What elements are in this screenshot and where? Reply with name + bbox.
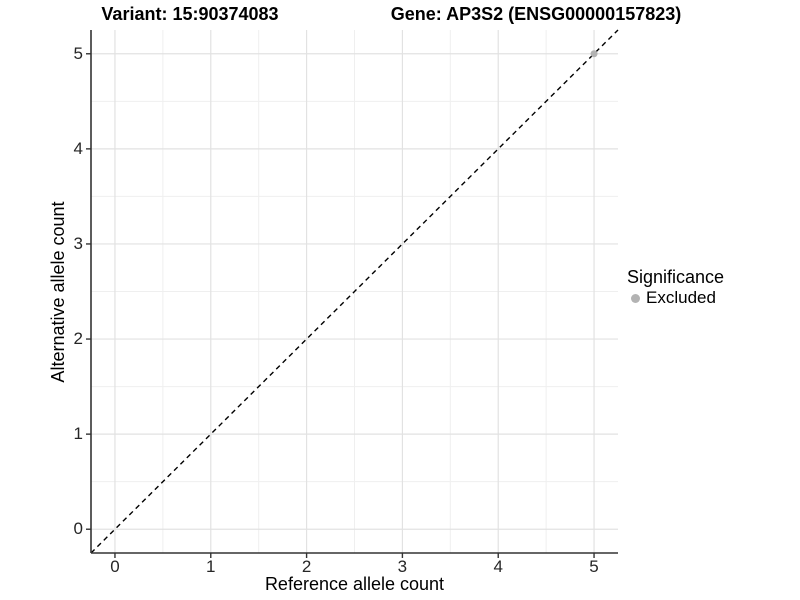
data-point-excluded	[590, 50, 598, 58]
legend-item-label: Excluded	[646, 288, 716, 307]
x-tick-label-5: 5	[589, 557, 599, 576]
x-tick-label-1: 1	[206, 557, 216, 576]
y-tick-label-2: 2	[73, 329, 83, 349]
identity-dashed-line	[90, 29, 619, 554]
y-axis-title: Alternative allele count	[48, 201, 68, 383]
x-tick-label-4: 4	[493, 557, 503, 576]
x-tick-label-2: 2	[301, 557, 312, 576]
y-tick-label-5: 5	[73, 43, 83, 63]
x-tick-label-0: 0	[110, 557, 120, 576]
x-tick-label-3: 3	[397, 557, 408, 576]
plot-title-gene: Gene: AP3S2 (ENSG00000157823)	[390, 4, 682, 24]
y-tick-label-3: 3	[73, 233, 83, 253]
x-axis-title: Reference allele count	[264, 574, 445, 594]
legend-marker-circle-icon	[631, 293, 640, 303]
legend: Significance Excluded	[627, 267, 724, 308]
y-tick-label-0: 0	[73, 519, 83, 539]
legend-item-excluded: Excluded	[627, 288, 724, 308]
plot-title-variant: Variant: 15:90374083	[101, 4, 279, 24]
y-tick-label-4: 4	[73, 138, 83, 158]
legend-title: Significance	[627, 267, 725, 287]
y-tick-label-1: 1	[73, 424, 83, 444]
